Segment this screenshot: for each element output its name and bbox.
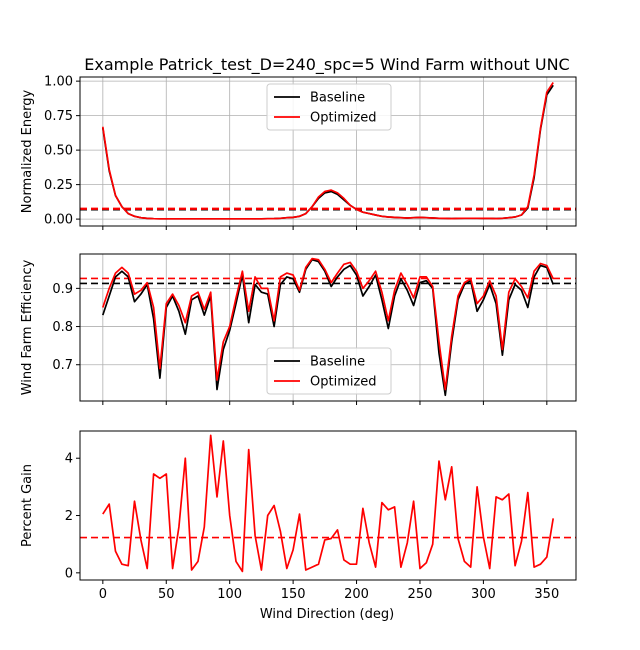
y-axis-label: Percent Gain: [20, 464, 35, 547]
axes-frame: [79, 253, 577, 402]
wind-farm-efficiency-panel: 0.7 0.8 0.9 Wind Farm Efficiency Baseline Opt…: [20, 253, 577, 405]
axes-frame: [79, 76, 577, 227]
chart-title: Example Patrick_test_D=240_spc=5 Wind Fa…: [84, 55, 569, 75]
y-tick-label: 0.00: [44, 213, 73, 228]
y-tick-label: 4: [65, 452, 73, 467]
y-tick-label: 0.75: [44, 109, 73, 124]
x-tick-label: 300: [471, 587, 496, 602]
y-tick-label: 0.25: [44, 178, 73, 193]
baseline-series-line: [101, 258, 554, 397]
percent-gain-panel: 0 50 100 150 200 250 300 350 0 2 4 Percent Gain: [20, 430, 577, 602]
y-axis-label: Wind Farm Efficiency: [20, 259, 35, 395]
y-axis-label: Normalized Energy: [20, 90, 35, 214]
percent-gain-series-line: [102, 434, 555, 573]
normalized-energy-panel: 0.00 0.25 0.50 0.75 1.00 Normalized Energy Bas…: [20, 75, 577, 230]
x-tick-label: 0: [99, 587, 107, 602]
y-tick-label: 0.8: [52, 320, 73, 335]
x-tick-label: 250: [408, 587, 433, 602]
x-tick-label: 150: [281, 587, 306, 602]
optimized-series-line: [101, 257, 554, 391]
legend-box: [266, 83, 392, 131]
axes-frame: [79, 430, 577, 581]
x-tick-label: 350: [534, 587, 559, 602]
x-tick-label: 50: [158, 587, 175, 602]
legend-label: Optimized: [310, 375, 377, 390]
y-tick-label: 0.9: [52, 282, 73, 297]
y-tick-label: 0.50: [44, 144, 73, 159]
x-tick-label: 100: [217, 587, 242, 602]
y-tick-label: 0.7: [52, 358, 73, 373]
legend-label: Baseline: [310, 355, 365, 370]
x-tick-label: 200: [344, 587, 369, 602]
y-tick-label: 0: [65, 566, 73, 581]
legend-label: Baseline: [310, 91, 365, 106]
optimized-series-line: [101, 82, 554, 220]
legend-box: [266, 347, 392, 395]
x-axis-label: Wind Direction (deg): [260, 607, 394, 622]
y-tick-label: 1.00: [44, 75, 73, 90]
legend-label: Optimized: [310, 111, 377, 126]
y-tick-label: 2: [65, 509, 73, 524]
